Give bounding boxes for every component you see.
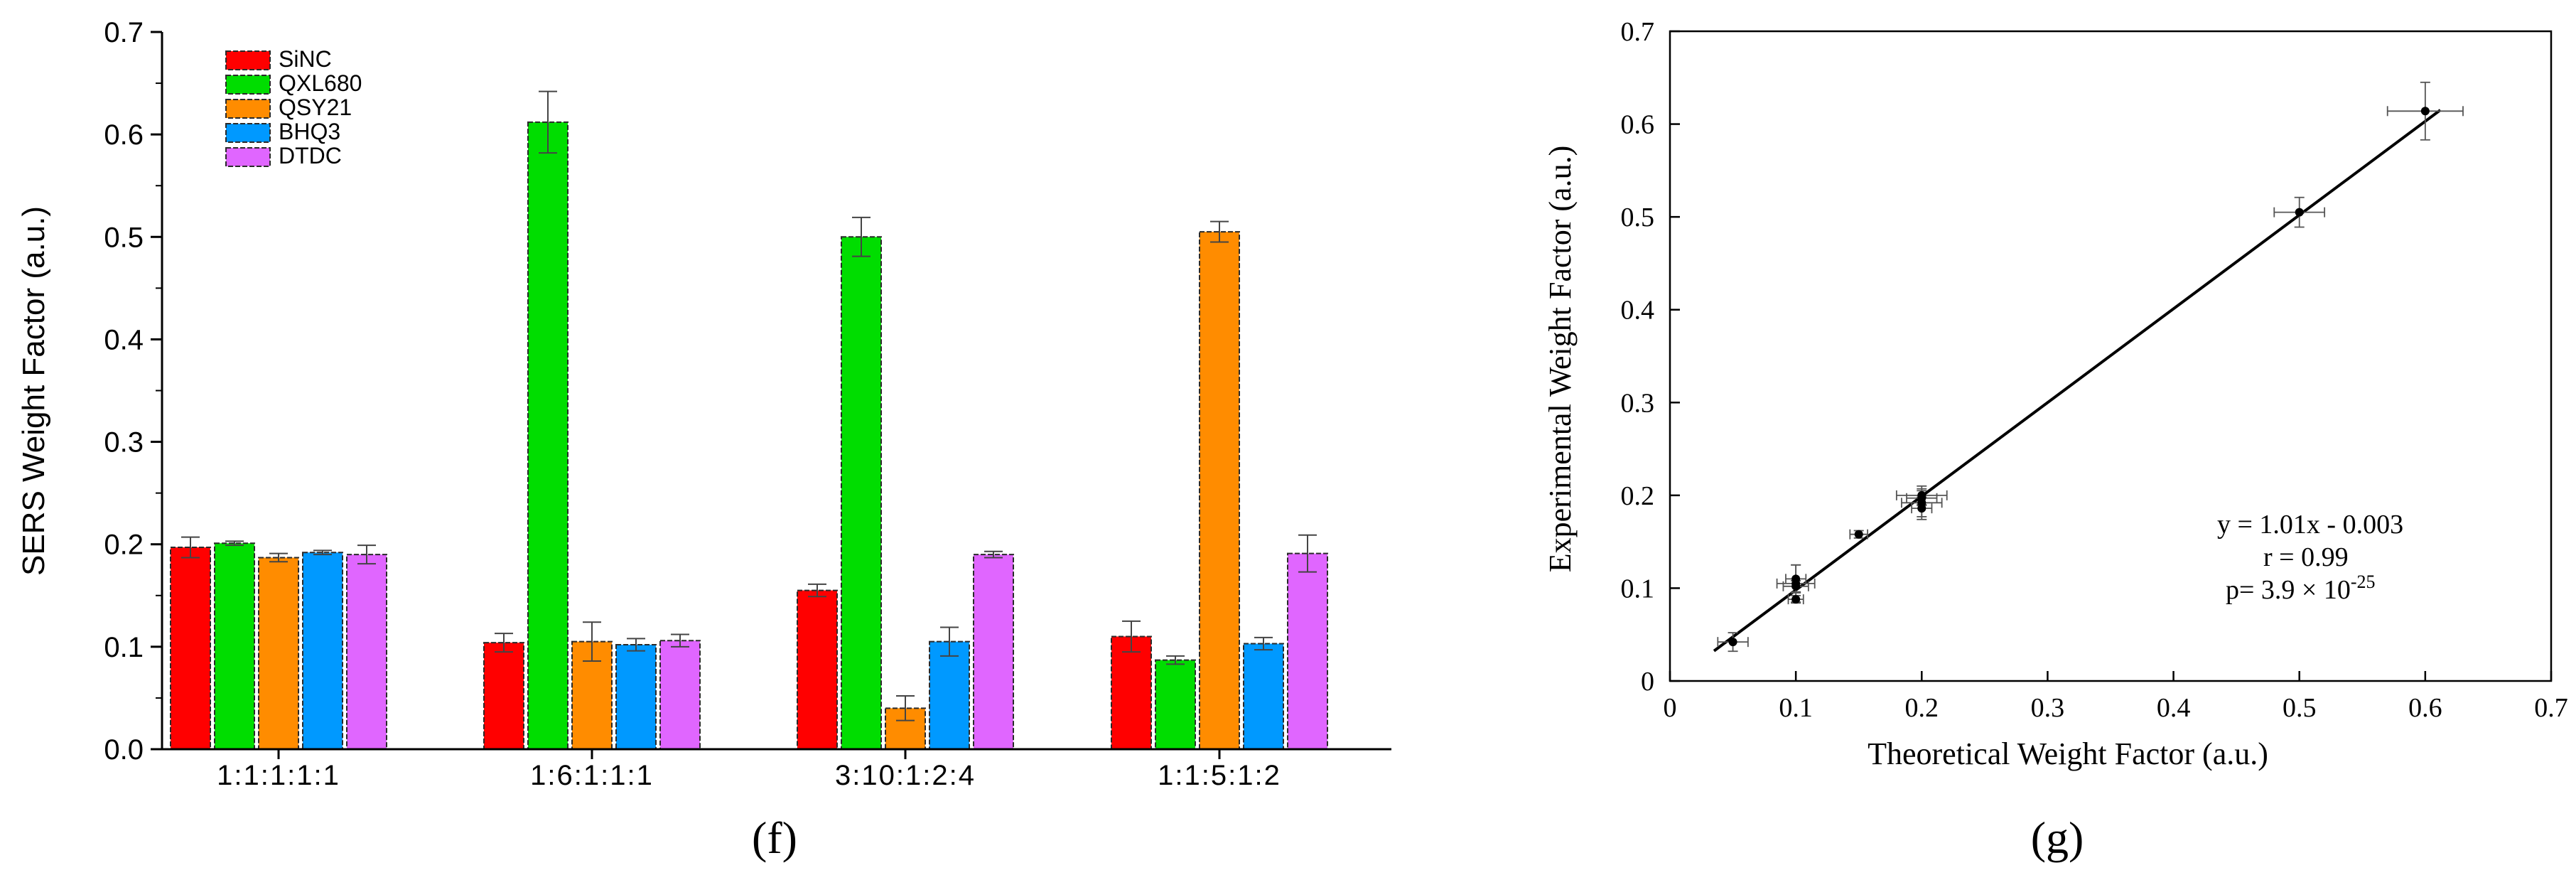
- scatter-x-tick-label: 0.3: [2031, 693, 2065, 723]
- scatter-y-axis-title: Experimental Weight Factor (a.u.): [1543, 146, 1578, 572]
- scatter-y-ticks: 0 0.1 0.2 0.3 0.4 0.5 0.6 0.7: [1621, 17, 1680, 697]
- bar-chart-x-ticks: 1:1:1:1:1 1:6:1:1:1 3:10:1:2:4 1:1:5:1:2: [217, 749, 1281, 791]
- bar-y-tick-label: 0.1: [104, 632, 144, 663]
- scatter-points: [1728, 107, 2430, 647]
- bar-qsy21-1: [258, 557, 299, 751]
- legend-swatch-qxl680: [225, 75, 271, 95]
- bar-qxl680-1: [214, 542, 255, 750]
- scatter-y-tick-label: 0.2: [1621, 481, 1655, 511]
- legend-label-dtdc: DTDC: [279, 143, 342, 168]
- bar-y-tick-label: 0.3: [104, 427, 144, 458]
- bar-y-tick-label: 0.5: [104, 222, 144, 253]
- legend-swatch-dtdc: [225, 147, 271, 167]
- fit-equation: y = 1.01x - 0.003: [2217, 510, 2403, 540]
- bar-chart-panel: 0.0 0.1 0.2 0.3 0.4 0.5 0.6 0.7 1:1:1:1:1 1:6:1:…: [16, 17, 1391, 863]
- bar-dtdc-2: [659, 640, 701, 750]
- legend-label-bhq3: BHQ3: [279, 119, 340, 144]
- scatter-x-tick-label: 0.6: [2408, 693, 2442, 723]
- bar-sinc-2: [483, 642, 524, 750]
- scatter-y-tick-label: 0.6: [1621, 110, 1655, 140]
- bar-x-tick-label: 3:10:1:2:4: [835, 760, 976, 791]
- bar-sinc-3: [797, 589, 838, 750]
- scatter-chart-panel: 00.10.20.30.40.50.60.7 0 0.1 0.2 0.3 0.4 0.5 0…: [1543, 17, 2568, 863]
- legend-swatch-sinc: [225, 50, 271, 70]
- bar-qxl680-3: [841, 236, 882, 750]
- bar-sinc-1: [170, 547, 211, 750]
- bar-bhq3-2: [615, 643, 657, 751]
- scatter-point: [1917, 493, 1926, 503]
- bar-chart-y-axis-title: SERS Weight Factor (a.u.): [16, 206, 51, 576]
- scatter-x-tick-label: 0.5: [2283, 693, 2317, 723]
- scatter-point: [1791, 574, 1801, 584]
- scatter-point: [1917, 504, 1926, 513]
- scatter-point: [1791, 581, 1801, 591]
- fit-r-value: r = 0.99: [2263, 542, 2349, 572]
- legend-label-sinc: SiNC: [279, 46, 332, 72]
- bar-dtdc-3: [973, 554, 1014, 751]
- scatter-x-tick-label: 0.1: [1779, 693, 1813, 723]
- scatter-point: [1854, 530, 1863, 539]
- bar-x-tick-label: 1:1:5:1:2: [1158, 760, 1281, 791]
- bar-x-tick-label: 1:6:1:1:1: [530, 760, 654, 791]
- scatter-x-ticks: 0 0.1 0.2 0.3 0.4 0.5 0.6 0.7: [1664, 671, 2568, 723]
- scatter-x-tick-label: 0: [1664, 693, 1677, 723]
- scatter-y-tick-label: 0: [1641, 667, 1654, 697]
- scatter-y-tick-label: 0.1: [1621, 574, 1655, 603]
- bar-sinc-4: [1111, 635, 1152, 751]
- panel-label-f: (f): [752, 812, 797, 863]
- bar-qsy21-4: [1199, 231, 1240, 751]
- fit-p-value-exponent: -25: [2351, 572, 2376, 592]
- bar-y-tick-label: 0.7: [104, 17, 144, 48]
- scatter-point: [1728, 638, 1737, 647]
- panel-label-g: (g): [2031, 812, 2084, 863]
- bar-y-tick-label: 0.4: [104, 324, 144, 355]
- scatter-point: [1791, 595, 1801, 604]
- legend-swatch-qsy21: [225, 99, 271, 119]
- fit-p-value: p= 3.9 × 10-25: [2226, 572, 2376, 605]
- bar-marks: [170, 121, 1328, 751]
- bar-dtdc-4: [1287, 552, 1328, 750]
- bar-bhq3-1: [302, 552, 343, 750]
- legend-label-qxl680: QXL680: [279, 70, 362, 96]
- bar-bhq3-3: [929, 640, 970, 751]
- scatter-y-tick-label: 0.5: [1621, 203, 1655, 232]
- bar-chart-y-ticks: 0.0 0.1 0.2 0.3 0.4 0.5 0.6 0.7: [104, 17, 162, 766]
- fit-line: [1713, 109, 2442, 653]
- scatter-x-axis-title: Theoretical Weight Factor (a.u.): [1868, 736, 2268, 771]
- bar-error-bars: [181, 90, 1317, 721]
- bar-qxl680-2: [527, 121, 568, 751]
- bar-y-tick-label: 0.6: [104, 119, 144, 151]
- scatter-y-tick-label: 0.4: [1621, 296, 1655, 326]
- bar-bhq3-4: [1243, 643, 1284, 750]
- scatter-x-tick-label: 0.7: [2534, 693, 2568, 723]
- scatter-plot-frame: [1669, 30, 2553, 682]
- bar-dtdc-1: [346, 554, 387, 751]
- legend-swatch-bhq3: [225, 123, 271, 143]
- bar-x-tick-label: 1:1:1:1:1: [217, 760, 340, 791]
- scatter-point: [2295, 208, 2304, 217]
- bar-qxl680-4: [1155, 659, 1196, 750]
- bar-y-tick-label: 0.2: [104, 530, 144, 561]
- scatter-x-tick-label: 0.4: [2157, 693, 2191, 723]
- bar-y-tick-label: 0.0: [104, 734, 144, 766]
- scatter-y-tick-label: 0.7: [1621, 17, 1655, 47]
- legend-label-qsy21: QSY21: [279, 95, 352, 120]
- scatter-x-tick-label: 0.2: [1905, 693, 1939, 723]
- scatter-y-tick-label: 0.3: [1621, 388, 1655, 418]
- fit-p-value-base: p= 3.9 × 10: [2226, 575, 2351, 605]
- scatter-point: [2420, 107, 2430, 116]
